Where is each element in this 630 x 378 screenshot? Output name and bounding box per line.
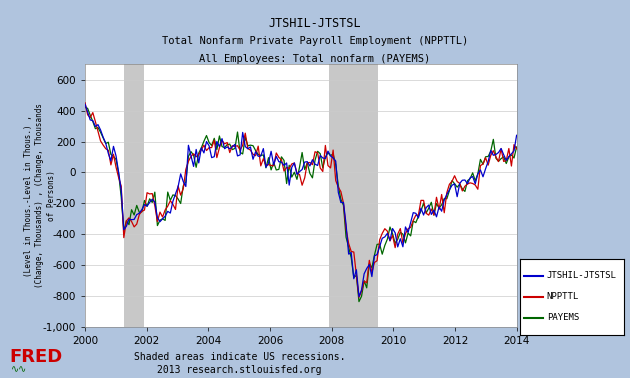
Text: NPPTTL: NPPTTL (547, 292, 579, 301)
Text: ∿∿: ∿∿ (11, 365, 28, 375)
Y-axis label: (Level in Thous.-Level in Thous.) ,
(Change, Thousands) , (Change, Thousands
of : (Level in Thous.-Level in Thous.) , (Cha… (24, 103, 56, 288)
Text: Shaded areas indicate US recessions.: Shaded areas indicate US recessions. (134, 352, 345, 362)
Text: JTSHIL-JTSTSL: JTSHIL-JTSTSL (547, 271, 617, 280)
Text: FRED: FRED (9, 348, 63, 366)
Text: 2013 research.stlouisfed.org: 2013 research.stlouisfed.org (157, 365, 322, 375)
Text: Total Nonfarm Private Payroll Employment (NPPTTL): Total Nonfarm Private Payroll Employment… (162, 36, 468, 46)
Bar (123, 64, 144, 327)
Text: PAYEMS: PAYEMS (547, 313, 579, 322)
Text: JTSHIL-JTSTSL: JTSHIL-JTSTSL (268, 17, 362, 30)
Bar (329, 64, 378, 327)
Text: All Employees: Total nonfarm (PAYEMS): All Employees: Total nonfarm (PAYEMS) (199, 54, 431, 64)
